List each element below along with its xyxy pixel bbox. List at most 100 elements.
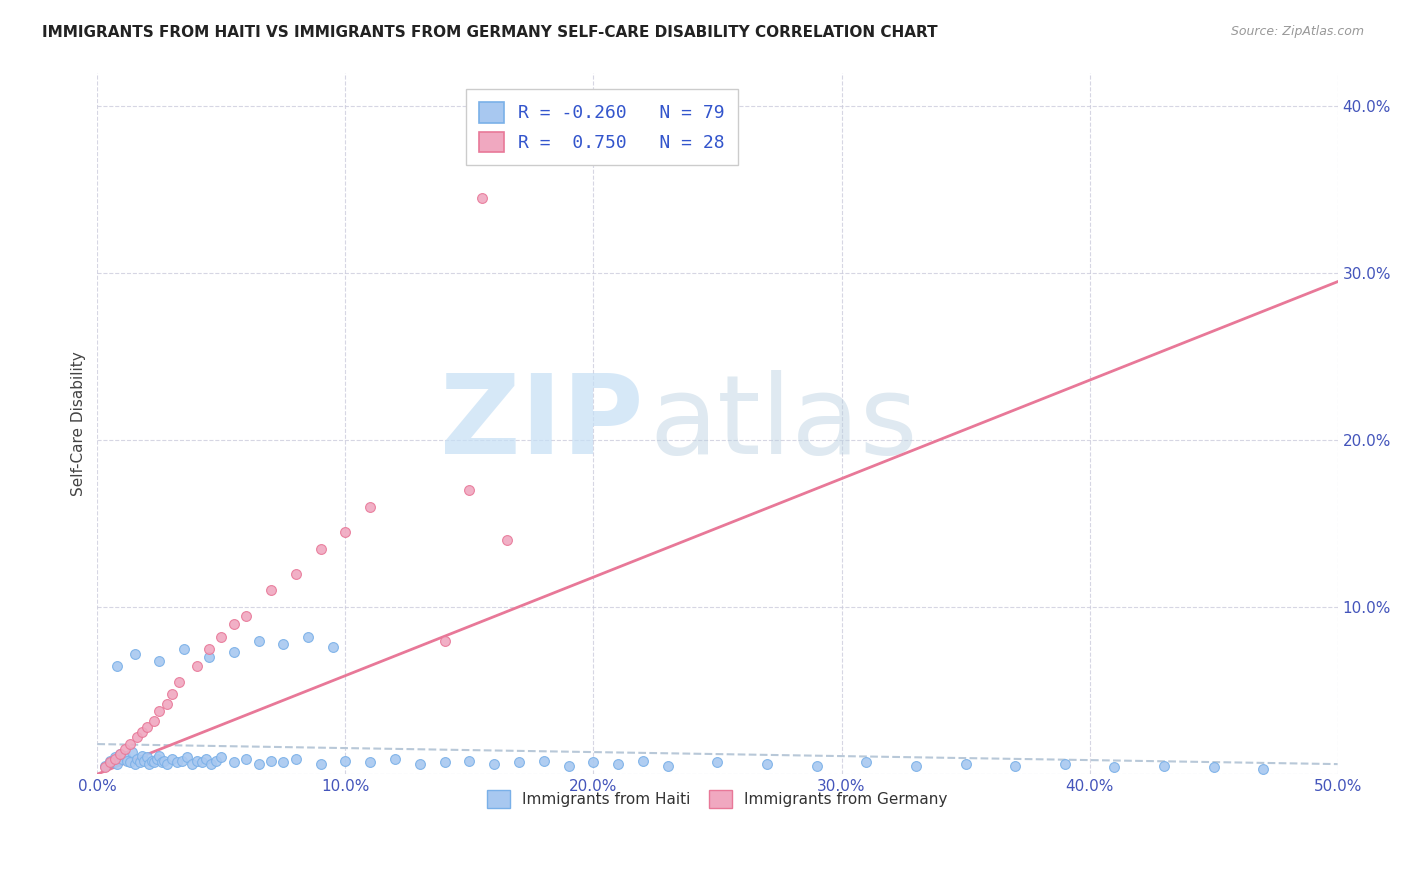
Point bbox=[148, 704, 170, 718]
Point bbox=[1053, 757, 1076, 772]
Point bbox=[955, 757, 977, 772]
Point bbox=[1202, 760, 1225, 774]
Point bbox=[335, 524, 357, 539]
Point bbox=[104, 752, 127, 766]
Point bbox=[484, 757, 506, 772]
Text: atlas: atlas bbox=[650, 370, 918, 477]
Point bbox=[156, 757, 179, 772]
Point bbox=[134, 754, 156, 768]
Point bbox=[160, 687, 183, 701]
Point bbox=[166, 756, 188, 770]
Point bbox=[205, 754, 228, 768]
Point bbox=[200, 757, 222, 772]
Point bbox=[180, 757, 202, 772]
Point bbox=[433, 633, 456, 648]
Point bbox=[94, 760, 117, 774]
Point bbox=[247, 757, 270, 772]
Point bbox=[335, 754, 357, 768]
Point bbox=[124, 647, 146, 661]
Point bbox=[105, 658, 128, 673]
Point bbox=[607, 757, 630, 772]
Point bbox=[508, 756, 530, 770]
Point bbox=[533, 754, 555, 768]
Legend: Immigrants from Haiti, Immigrants from Germany: Immigrants from Haiti, Immigrants from G… bbox=[479, 782, 955, 815]
Point bbox=[1104, 760, 1126, 774]
Point bbox=[273, 756, 295, 770]
Point bbox=[409, 757, 432, 772]
Point bbox=[284, 566, 307, 581]
Point bbox=[198, 641, 221, 656]
Point bbox=[101, 756, 124, 770]
Point bbox=[186, 754, 208, 768]
Point bbox=[125, 731, 148, 745]
Point bbox=[143, 756, 166, 770]
Point bbox=[855, 756, 877, 770]
Text: Source: ZipAtlas.com: Source: ZipAtlas.com bbox=[1230, 25, 1364, 38]
Point bbox=[222, 616, 245, 631]
Point bbox=[322, 640, 344, 655]
Point bbox=[94, 758, 117, 772]
Point bbox=[222, 756, 245, 770]
Point bbox=[98, 754, 121, 768]
Point bbox=[582, 756, 605, 770]
Point bbox=[706, 756, 728, 770]
Point bbox=[176, 750, 198, 764]
Point bbox=[131, 725, 153, 739]
Point bbox=[904, 758, 927, 772]
Point bbox=[105, 757, 128, 772]
Point bbox=[143, 714, 166, 728]
Point bbox=[471, 191, 494, 205]
Point bbox=[458, 483, 481, 498]
Point bbox=[118, 756, 141, 770]
Point bbox=[359, 500, 381, 514]
Point bbox=[657, 758, 679, 772]
Point bbox=[557, 758, 579, 772]
Point bbox=[260, 583, 283, 598]
Point bbox=[209, 750, 232, 764]
Point bbox=[108, 747, 131, 761]
Point bbox=[160, 752, 183, 766]
Point bbox=[148, 654, 170, 668]
Point bbox=[170, 754, 193, 768]
Point bbox=[173, 641, 195, 656]
Point bbox=[309, 757, 332, 772]
Point bbox=[458, 754, 481, 768]
Point bbox=[150, 756, 173, 770]
Point bbox=[359, 756, 381, 770]
Point bbox=[146, 752, 169, 766]
Point bbox=[136, 720, 159, 734]
Point bbox=[131, 748, 153, 763]
Point bbox=[284, 752, 307, 766]
Point bbox=[190, 756, 212, 770]
Point bbox=[153, 754, 176, 768]
Y-axis label: Self-Care Disability: Self-Care Disability bbox=[72, 351, 86, 496]
Point bbox=[297, 630, 319, 644]
Point bbox=[198, 650, 221, 665]
Point bbox=[118, 737, 141, 751]
Point bbox=[1153, 758, 1175, 772]
Point bbox=[260, 754, 283, 768]
Point bbox=[136, 750, 159, 764]
Point bbox=[235, 608, 257, 623]
Point bbox=[125, 752, 148, 766]
Point bbox=[756, 757, 779, 772]
Point bbox=[138, 757, 160, 772]
Text: ZIP: ZIP bbox=[440, 370, 643, 477]
Point bbox=[222, 645, 245, 659]
Point bbox=[235, 752, 257, 766]
Point bbox=[1004, 758, 1026, 772]
Point bbox=[186, 658, 208, 673]
Point bbox=[108, 747, 131, 761]
Point bbox=[495, 533, 517, 548]
Point bbox=[247, 633, 270, 648]
Point bbox=[156, 697, 179, 711]
Point bbox=[433, 756, 456, 770]
Point bbox=[128, 756, 150, 770]
Point bbox=[806, 758, 828, 772]
Point bbox=[148, 748, 170, 763]
Point bbox=[98, 756, 121, 770]
Point bbox=[104, 750, 127, 764]
Point bbox=[141, 754, 163, 768]
Point bbox=[384, 752, 406, 766]
Point bbox=[195, 752, 218, 766]
